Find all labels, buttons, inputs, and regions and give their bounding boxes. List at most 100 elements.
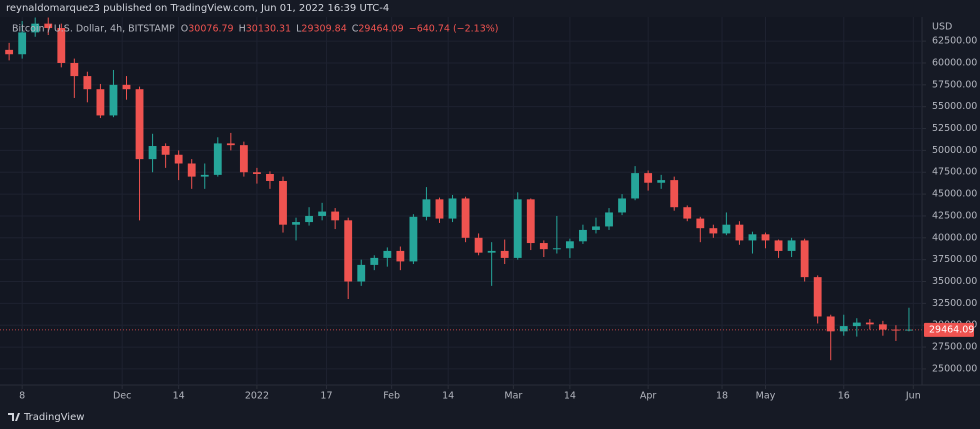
x-tick-label: 18 bbox=[716, 391, 728, 402]
candle-body bbox=[657, 180, 666, 183]
candle-body bbox=[526, 199, 535, 244]
last-price-label: 29464.09 bbox=[929, 324, 974, 335]
candle-body bbox=[200, 174, 209, 177]
y-tick-label: 27500.00 bbox=[932, 342, 977, 353]
candle-body bbox=[383, 250, 392, 258]
candle-body bbox=[513, 199, 522, 258]
y-tick-label: 52500.00 bbox=[932, 123, 977, 134]
x-tick-label: 17 bbox=[320, 391, 332, 402]
candle-body bbox=[148, 146, 157, 160]
x-tick-label: May bbox=[756, 391, 776, 402]
candle-body bbox=[813, 277, 822, 317]
candle-body bbox=[892, 329, 900, 331]
candle-body bbox=[722, 224, 731, 234]
candle-body bbox=[735, 224, 744, 241]
x-tick-label: 14 bbox=[173, 391, 185, 402]
y-tick-label: 32500.00 bbox=[932, 298, 977, 309]
y-tick-label: 55000.00 bbox=[932, 101, 977, 112]
candle-body bbox=[57, 28, 66, 63]
plot-area bbox=[0, 17, 922, 385]
candle-body bbox=[122, 84, 131, 90]
legend-symbol: Bitcoin / U.S. Dollar, 4h, BITSTAMP bbox=[12, 24, 175, 35]
x-tick-label: 14 bbox=[564, 391, 576, 402]
candle-body bbox=[696, 218, 705, 229]
candle-body bbox=[878, 324, 887, 330]
candle-body bbox=[670, 180, 679, 208]
legend-ohlc-label: H bbox=[239, 24, 246, 35]
candle-body bbox=[422, 199, 431, 217]
x-tick-label: 14 bbox=[442, 391, 454, 402]
y-tick-label: 42500.00 bbox=[932, 210, 977, 221]
candle-body bbox=[644, 173, 653, 183]
y-tick-label: 35000.00 bbox=[932, 276, 977, 287]
candle-body bbox=[70, 62, 79, 77]
brand: TradingView bbox=[23, 412, 84, 423]
candle-body bbox=[605, 212, 613, 227]
legend-ohlc-label: C bbox=[352, 24, 359, 35]
candle-body bbox=[44, 23, 53, 29]
candle-body bbox=[579, 229, 587, 242]
candle-body bbox=[239, 145, 248, 173]
candle-body bbox=[135, 89, 144, 160]
candle-body bbox=[565, 241, 574, 249]
candle-body bbox=[539, 243, 548, 250]
legend-ohlc-value: 29464.09 bbox=[358, 24, 403, 35]
x-tick-label: Mar bbox=[504, 391, 522, 402]
candle-body bbox=[213, 143, 222, 175]
candle-body bbox=[631, 173, 640, 199]
candle-body bbox=[409, 216, 418, 262]
y-tick-label: 57500.00 bbox=[932, 79, 977, 90]
candle-body bbox=[435, 199, 444, 219]
y-tick-label: 62500.00 bbox=[932, 36, 977, 47]
candle-body bbox=[292, 222, 300, 225]
x-tick-label: Dec bbox=[113, 391, 131, 402]
candle-body bbox=[865, 322, 874, 325]
x-tick-label: 8 bbox=[19, 391, 25, 402]
candle-body bbox=[18, 32, 27, 55]
last-price-box bbox=[924, 322, 974, 337]
legend-ohlc-label: O bbox=[181, 24, 188, 35]
candle-body bbox=[487, 250, 496, 253]
x-tick-label: Feb bbox=[383, 391, 400, 402]
candle-body bbox=[83, 76, 92, 90]
candle-body bbox=[344, 220, 353, 282]
candle-body bbox=[31, 23, 40, 33]
y-tick-label: 25000.00 bbox=[932, 363, 977, 374]
candle-body bbox=[174, 154, 183, 164]
candle-body bbox=[109, 84, 118, 116]
legend-change: −640.74 (−2.13%) bbox=[409, 24, 499, 35]
candle-body bbox=[96, 89, 105, 116]
candle-body bbox=[252, 172, 261, 174]
candle-body bbox=[683, 207, 692, 219]
candle-body bbox=[826, 316, 835, 332]
y-tick-label: 50000.00 bbox=[932, 145, 977, 156]
candle-body bbox=[852, 322, 861, 327]
candle-body bbox=[370, 257, 379, 265]
candle-body bbox=[787, 240, 796, 251]
candle-body bbox=[839, 326, 848, 332]
candle-body bbox=[474, 237, 483, 253]
candle-body bbox=[279, 180, 287, 225]
legend-ohlc-label: L bbox=[296, 24, 302, 35]
candle-body bbox=[396, 250, 405, 262]
x-tick-label: 16 bbox=[838, 391, 850, 402]
x-tick-label: Jun bbox=[905, 391, 921, 402]
y-tick-label: 60000.00 bbox=[932, 57, 977, 68]
candle-body bbox=[774, 240, 783, 251]
y-tick-label: 40000.00 bbox=[932, 232, 977, 243]
candle-body bbox=[5, 49, 14, 55]
plot bbox=[0, 17, 922, 385]
candle-body bbox=[318, 211, 327, 216]
legend: Bitcoin / U.S. Dollar, 4h, BITSTAMP O 300… bbox=[12, 24, 499, 35]
candle-body bbox=[187, 163, 196, 177]
candle-body bbox=[800, 240, 809, 278]
y-axis-label: USD bbox=[932, 22, 952, 33]
candle-body bbox=[905, 329, 913, 331]
candle-body bbox=[461, 198, 470, 238]
y-tick-label: 37500.00 bbox=[932, 254, 977, 265]
publisher: reynaldomarquez3 published on TradingVie… bbox=[6, 3, 389, 14]
candle-body bbox=[500, 250, 509, 258]
candle-body bbox=[448, 198, 457, 219]
candle-body bbox=[161, 146, 170, 155]
